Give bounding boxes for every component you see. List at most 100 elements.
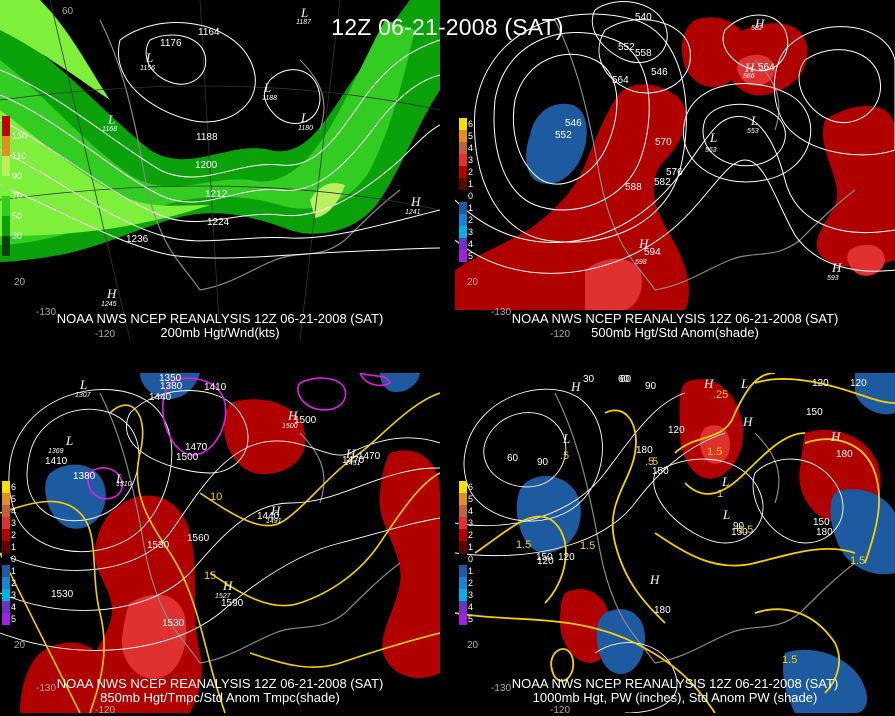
map-1000mb: 60 90 120 150 180 60 90 120 150 180 120 … [455, 373, 895, 713]
svg-text:4: 4 [468, 143, 473, 153]
center-value: 598 [635, 259, 647, 266]
svg-text:1: 1 [11, 566, 16, 576]
panel-850mb: 1350 1380 1410 1440 1470 1500 1380 1410 … [0, 373, 440, 716]
contour-label: 90 [645, 381, 657, 392]
jet-shade-core [0, 110, 210, 236]
contour-label: 1440 [149, 392, 172, 403]
high-center-symbol: H [742, 414, 753, 429]
svg-text:2: 2 [11, 578, 16, 588]
longitude-label: -120 [550, 329, 570, 340]
center-value: 1310 [116, 481, 132, 488]
svg-text:4: 4 [468, 506, 473, 516]
panel-caption: NOAA NWS NCEP REANALYSIS 12Z 06-21-2008 … [56, 311, 384, 326]
contour-label: 60 [620, 374, 632, 385]
contour-label: 558 [635, 48, 652, 59]
contour-label: 540 [635, 12, 652, 23]
svg-text:4: 4 [468, 602, 473, 612]
center-value: 1369 [48, 448, 64, 455]
center-value: 1188 [262, 95, 277, 102]
contour-label: 594 [644, 247, 661, 258]
svg-text:5: 5 [11, 494, 16, 504]
contour-label: 90 [733, 521, 745, 532]
svg-text:4: 4 [11, 602, 16, 612]
contour-label: 1470 [185, 442, 208, 453]
contour-label: 150 [536, 552, 553, 563]
contour-label: 1380 [160, 381, 183, 392]
contour-label: 1410 [204, 382, 227, 393]
color-legend: 6 5 4 3 2 1 0 1 2 3 4 5 [459, 118, 473, 262]
contour-label: 120 [812, 378, 829, 389]
latitude-label: 20 [14, 640, 26, 651]
panel-subcaption: 1000mb Hgt, PW (inches), Std Anom PW (sh… [532, 690, 818, 705]
map-850mb: 1350 1380 1410 1440 1470 1500 1380 1410 … [0, 373, 440, 713]
contour-label: 90 [537, 457, 549, 468]
contour-label: 150 [813, 517, 830, 528]
low-center-symbol: L [65, 433, 73, 448]
temp-label: 15 [204, 570, 216, 582]
center-value: 1241 [405, 209, 421, 216]
color-legend: 6 5 4 3 2 1 0 1 2 3 4 5 [2, 481, 16, 625]
panel-subcaption: 850mb Hgt/Tmpc/Std Anom Tmpc(shade) [100, 690, 340, 705]
anomaly-negative [855, 373, 895, 415]
contour-label: 180 [654, 605, 671, 616]
contour-label: 1440 [257, 511, 280, 522]
low-center-symbol: L [79, 377, 87, 392]
longitude-label: -120 [95, 705, 115, 713]
center-value: 582 [751, 25, 763, 32]
high-center-symbol: H [410, 194, 421, 209]
contour-label: 60 [507, 453, 519, 464]
svg-text:5: 5 [468, 131, 473, 141]
svg-text:110: 110 [12, 151, 26, 161]
svg-text:4: 4 [11, 506, 16, 516]
low-center-symbol: L [750, 113, 758, 128]
svg-text:2: 2 [11, 530, 16, 540]
high-center-symbol: H [106, 286, 117, 301]
contour-label: 1224 [207, 217, 230, 228]
pw-label: .5 [645, 456, 654, 468]
contour-label: 1164 [198, 27, 220, 38]
low-center-symbol: L [263, 80, 271, 95]
svg-text:2: 2 [468, 578, 473, 588]
contour-label: 1188 [196, 132, 218, 143]
anomaly-positive [816, 106, 895, 267]
pw-label: 1.5 [580, 540, 595, 552]
anomaly-negative [380, 373, 420, 393]
pw-label: 1.5 [707, 446, 722, 458]
contour-label: 576 [666, 167, 683, 178]
svg-text:3: 3 [468, 155, 473, 165]
high-center-symbol: H [222, 578, 233, 593]
svg-text:0: 0 [468, 554, 473, 564]
anomaly-positive [379, 450, 440, 678]
longitude-label: -130 [36, 307, 56, 318]
contour-label: 1500 [176, 452, 199, 463]
pw-label: 1.5 [738, 524, 753, 536]
svg-text:6: 6 [468, 482, 473, 492]
center-value: 1245 [101, 301, 117, 308]
high-center-symbol: H [830, 429, 841, 444]
contour-label: 588 [625, 182, 642, 193]
high-center-symbol: H [703, 376, 714, 391]
high-center-symbol: H [270, 503, 281, 518]
panel-500mb: 540 552 558 564 546 570 576 582 588 594 … [455, 0, 895, 340]
panel-caption: NOAA NWS NCEP REANALYSIS 12Z 06-21-2008 … [56, 676, 384, 691]
low-center-symbol: L [562, 431, 570, 446]
high-center-symbol: H [649, 572, 660, 587]
svg-text:0: 0 [11, 554, 16, 564]
svg-text:5: 5 [468, 614, 473, 624]
anomaly-positive [20, 642, 112, 713]
pw-label: .5 [649, 456, 658, 468]
contour-label: 1590 [221, 598, 244, 609]
svg-text:1: 1 [468, 179, 473, 189]
high-center-symbol: H [638, 236, 649, 251]
center-value: 1156 [140, 65, 155, 72]
latitude-label: 20 [467, 277, 479, 288]
anomaly-negative [140, 373, 200, 400]
high-center-symbol: H [831, 260, 842, 275]
center-value: 553 [747, 128, 759, 135]
temp-label: 10 [210, 491, 222, 503]
contour-label: 552 [555, 130, 572, 141]
longitude-label: -120 [550, 705, 570, 713]
panel-caption: NOAA NWS NCEP REANALYSIS 12Z 06-21-2008 … [511, 311, 839, 326]
svg-text:0: 0 [468, 191, 473, 201]
contour-label: 1530 [162, 618, 185, 629]
